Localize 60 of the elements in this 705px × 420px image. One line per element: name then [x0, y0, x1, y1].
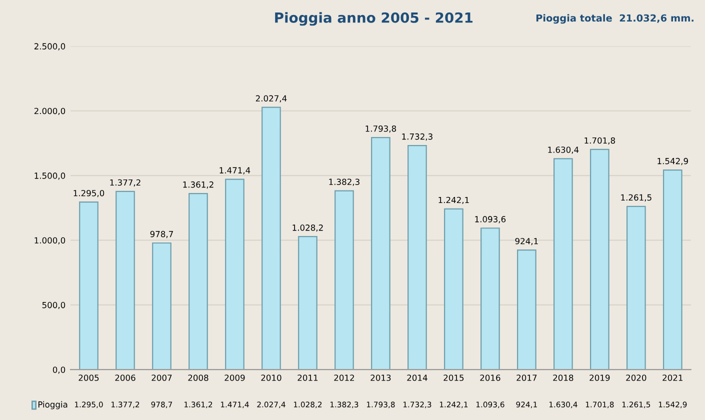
text: 1.732,3 [402, 133, 432, 141]
bar [590, 148, 610, 370]
x-tick-label: 2021 [662, 374, 682, 381]
y-tick-label: 1.500,0 [34, 172, 66, 180]
text: Pioggia totale 21.032,6 mm. [536, 14, 694, 24]
text: 978,7 [150, 230, 173, 238]
bar [662, 169, 682, 370]
x-tick-label: 2006 [115, 374, 136, 381]
x-tick-label: 2013 [370, 374, 391, 381]
text: 1.377,2 [110, 179, 140, 187]
x-tick-label: 2010 [261, 374, 282, 381]
text: 1.295,0 [74, 190, 104, 198]
bar [444, 208, 464, 370]
text: 1.630,4 [548, 146, 579, 154]
y-tick-label: 500,0 [42, 302, 66, 310]
bar [262, 106, 281, 370]
bar [298, 236, 318, 370]
y-tick-label: 0,0 [52, 366, 66, 374]
y-tick-label: 2.500,0 [34, 43, 66, 50]
text: 1.093,6 [475, 216, 506, 224]
y-tick-label: 1.000,0 [34, 237, 66, 244]
bar [334, 190, 354, 370]
x-tick-label: 2019 [590, 374, 610, 381]
text: 1.471,4 [220, 167, 250, 174]
x-tick-label: 2012 [334, 374, 354, 381]
x-tick-label: 2014 [407, 374, 428, 381]
bar [517, 250, 536, 370]
text: 1.793,8 [366, 125, 396, 133]
text: 1.542,9 [658, 158, 688, 166]
x-tick-label: 2016 [480, 374, 500, 381]
x-tick-label: 2018 [553, 374, 574, 381]
bar [188, 192, 208, 370]
x-tick-label: 2008 [188, 374, 208, 381]
bar [79, 202, 98, 370]
bar [152, 242, 172, 370]
bar [371, 137, 390, 370]
text: 924,1 [515, 238, 538, 246]
x-tick-label: 2017 [516, 374, 537, 381]
legend-label: Pioggia [38, 401, 68, 410]
x-tick-label: 2009 [224, 374, 245, 381]
y-tick-label: 2.000,0 [34, 108, 66, 116]
x-tick-label: 2011 [298, 374, 318, 381]
text: 1.261,5 [621, 194, 652, 202]
bar [225, 178, 244, 370]
text: 1.028,2 [292, 224, 323, 232]
x-tick-label: 2007 [152, 374, 172, 381]
x-tick-label: 2005 [78, 374, 99, 381]
bar [408, 144, 427, 370]
bar [116, 190, 135, 370]
text: 1.242,1 [438, 196, 469, 204]
text: 1.361,2 [183, 181, 214, 189]
x-tick-label: 2015 [444, 374, 464, 381]
chart-title: Pioggia anno 2005 - 2021 [275, 12, 472, 26]
bar [480, 228, 500, 370]
text: 2.027,4 [256, 95, 287, 102]
text: 1.382,3 [329, 178, 360, 186]
bar [626, 206, 646, 370]
x-tick-label: 2020 [626, 374, 646, 381]
bar [553, 158, 573, 370]
text: 1.701,8 [584, 137, 615, 145]
